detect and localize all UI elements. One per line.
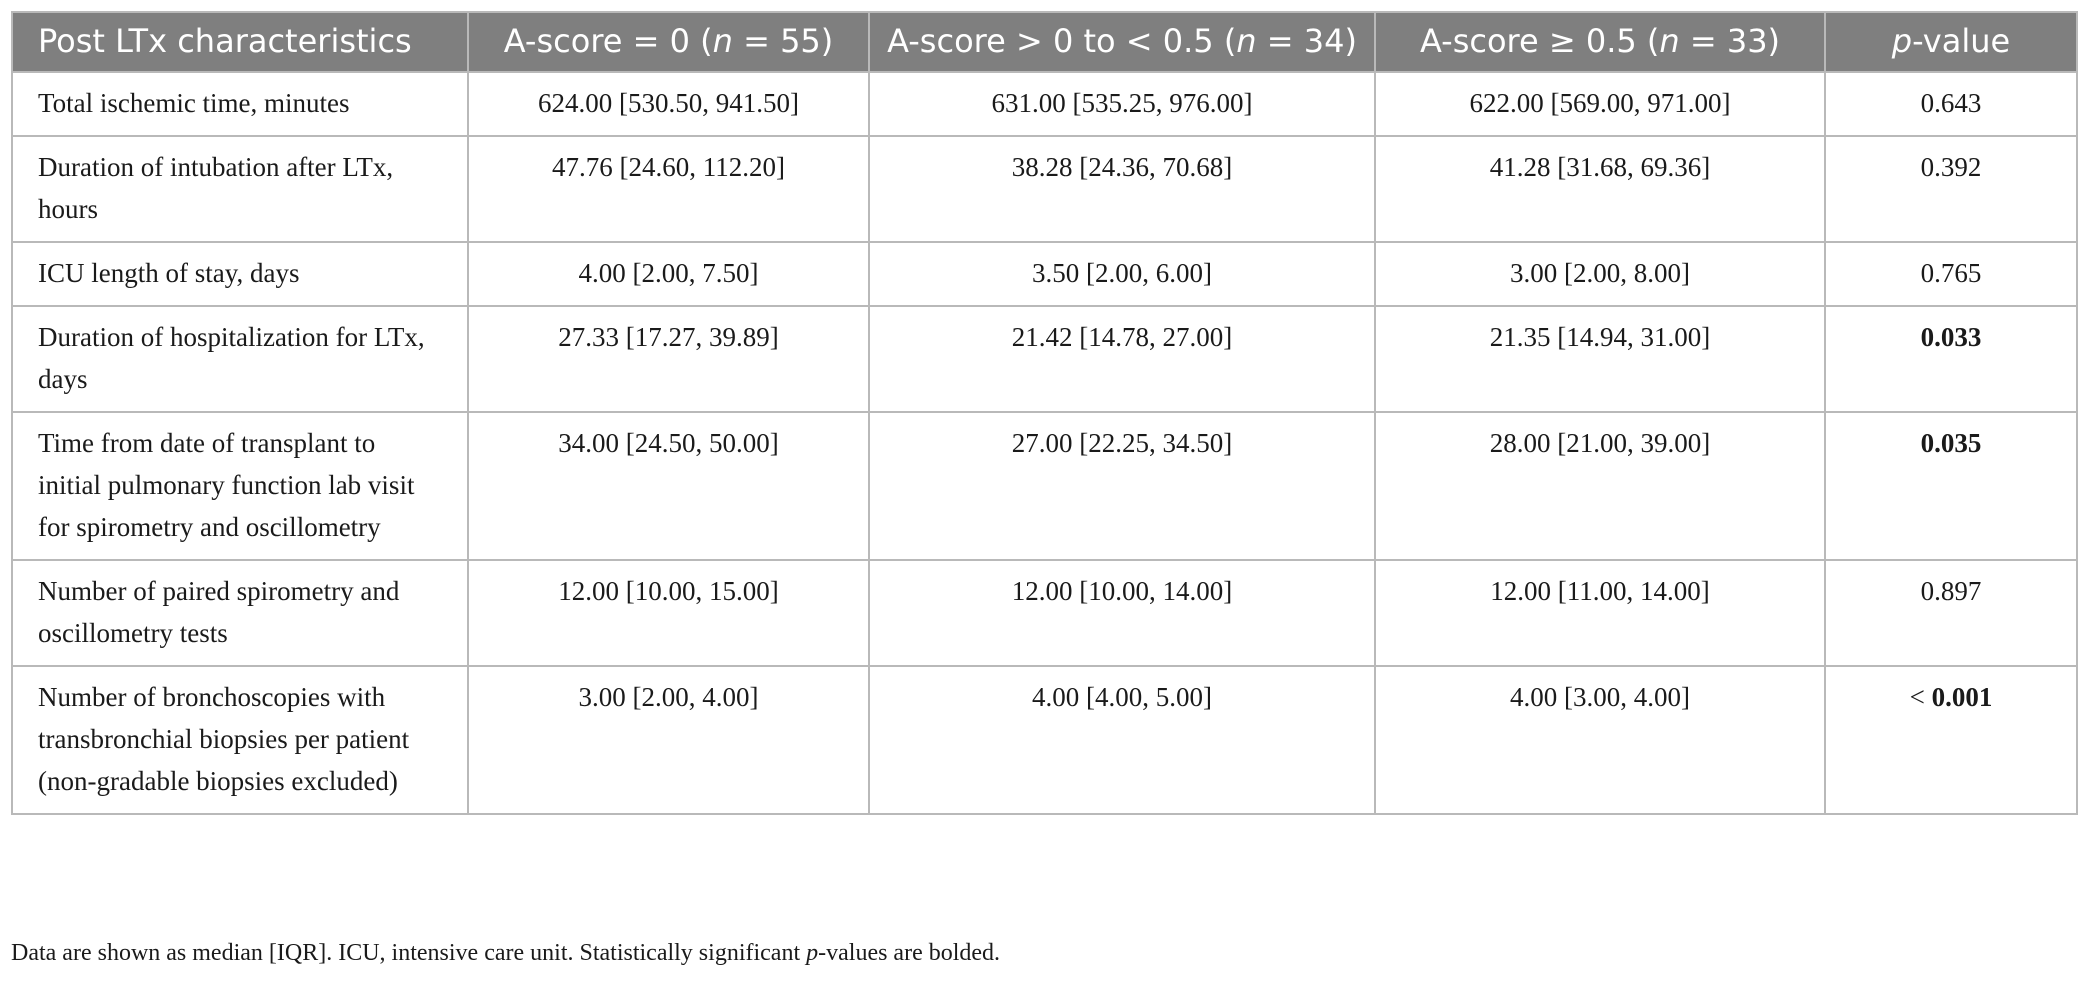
p-value: 0.643 bbox=[1920, 88, 1982, 118]
p-value: 0.033 bbox=[1920, 322, 1982, 352]
row-label-cell: Number of paired spirometry and oscillom… bbox=[11, 559, 469, 667]
p-value-cell: 0.033 bbox=[1824, 305, 2078, 413]
row-label-cell: ICU length of stay, days bbox=[11, 241, 469, 307]
a-score-mid-cell: 12.00 [10.00, 14.00] bbox=[868, 559, 1376, 667]
row-label-cell: Total ischemic time, minutes bbox=[11, 71, 469, 137]
table-row: Duration of intubation after LTx, hours 4… bbox=[11, 135, 2078, 243]
a-score-high-cell: 21.35 [14.94, 31.00] bbox=[1374, 305, 1826, 413]
a-score-high-cell: 12.00 [11.00, 14.00] bbox=[1374, 559, 1826, 667]
header-characteristics: Post LTx characteristics bbox=[11, 11, 469, 73]
row-label-cell: Time from date of transplant to initial … bbox=[11, 411, 469, 561]
a-score-mid-cell: 3.50 [2.00, 6.00] bbox=[868, 241, 1376, 307]
row-label-cell: Duration of intubation after LTx, hours bbox=[11, 135, 469, 243]
header-row: Post LTx characteristics A-score = 0 (n … bbox=[11, 11, 2078, 73]
p-value: 0.392 bbox=[1920, 152, 1982, 182]
header-a-score-mid: A-score > 0 to < 0.5 (n = 34) bbox=[868, 11, 1376, 73]
a-score-high-cell: 622.00 [569.00, 971.00] bbox=[1374, 71, 1826, 137]
a-score-mid-cell: 27.00 [22.25, 34.50] bbox=[868, 411, 1376, 561]
header-a-score-high: A-score ≥ 0.5 (n = 33) bbox=[1374, 11, 1826, 73]
p-value-prefix: < bbox=[1909, 682, 1932, 712]
a-score-0-cell: 4.00 [2.00, 7.50] bbox=[467, 241, 870, 307]
a-score-mid-cell: 631.00 [535.25, 976.00] bbox=[868, 71, 1376, 137]
p-value-cell: 0.035 bbox=[1824, 411, 2078, 561]
a-score-0-cell: 3.00 [2.00, 4.00] bbox=[467, 665, 870, 815]
p-value-cell: < 0.001 bbox=[1824, 665, 2078, 815]
p-value-cell: 0.392 bbox=[1824, 135, 2078, 243]
table-container: Post LTx characteristics A-score = 0 (n … bbox=[11, 11, 2078, 815]
a-score-0-cell: 624.00 [530.50, 941.50] bbox=[467, 71, 870, 137]
table-row: Total ischemic time, minutes 624.00 [530.… bbox=[11, 71, 2078, 137]
p-value-cell: 0.897 bbox=[1824, 559, 2078, 667]
header-p-value: p-value bbox=[1824, 11, 2078, 73]
a-score-0-cell: 34.00 [24.50, 50.00] bbox=[467, 411, 870, 561]
header-a-score-0: A-score = 0 (n = 55) bbox=[467, 11, 870, 73]
a-score-mid-cell: 21.42 [14.78, 27.00] bbox=[868, 305, 1376, 413]
p-value: 0.035 bbox=[1920, 428, 1982, 458]
a-score-high-cell: 3.00 [2.00, 8.00] bbox=[1374, 241, 1826, 307]
p-value: 0.897 bbox=[1920, 576, 1982, 606]
p-value-cell: 0.643 bbox=[1824, 71, 2078, 137]
table-row: Number of bronchoscopies with transbronc… bbox=[11, 665, 2078, 815]
a-score-0-cell: 47.76 [24.60, 112.20] bbox=[467, 135, 870, 243]
table-row: ICU length of stay, days 4.00 [2.00, 7.50… bbox=[11, 241, 2078, 307]
row-label-cell: Duration of hospitalization for LTx, day… bbox=[11, 305, 469, 413]
a-score-mid-cell: 4.00 [4.00, 5.00] bbox=[868, 665, 1376, 815]
a-score-high-cell: 28.00 [21.00, 39.00] bbox=[1374, 411, 1826, 561]
p-value: 0.001 bbox=[1931, 682, 1993, 712]
table-row: Number of paired spirometry and oscillom… bbox=[11, 559, 2078, 667]
footnote: Data are shown as median [IQR]. ICU, int… bbox=[11, 940, 1001, 966]
a-score-high-cell: 4.00 [3.00, 4.00] bbox=[1374, 665, 1826, 815]
table-row: Time from date of transplant to initial … bbox=[11, 411, 2078, 561]
p-value: 0.765 bbox=[1920, 258, 1982, 288]
a-score-0-cell: 27.33 [17.27, 39.89] bbox=[467, 305, 870, 413]
a-score-high-cell: 41.28 [31.68, 69.36] bbox=[1374, 135, 1826, 243]
a-score-mid-cell: 38.28 [24.36, 70.68] bbox=[868, 135, 1376, 243]
p-value-cell: 0.765 bbox=[1824, 241, 2078, 307]
table-body: Total ischemic time, minutes 624.00 [530.… bbox=[11, 71, 2078, 815]
row-label-cell: Number of bronchoscopies with transbronc… bbox=[11, 665, 469, 815]
a-score-0-cell: 12.00 [10.00, 15.00] bbox=[467, 559, 870, 667]
characteristics-table: Post LTx characteristics A-score = 0 (n … bbox=[11, 11, 2078, 815]
table-row: Duration of hospitalization for LTx, day… bbox=[11, 305, 2078, 413]
